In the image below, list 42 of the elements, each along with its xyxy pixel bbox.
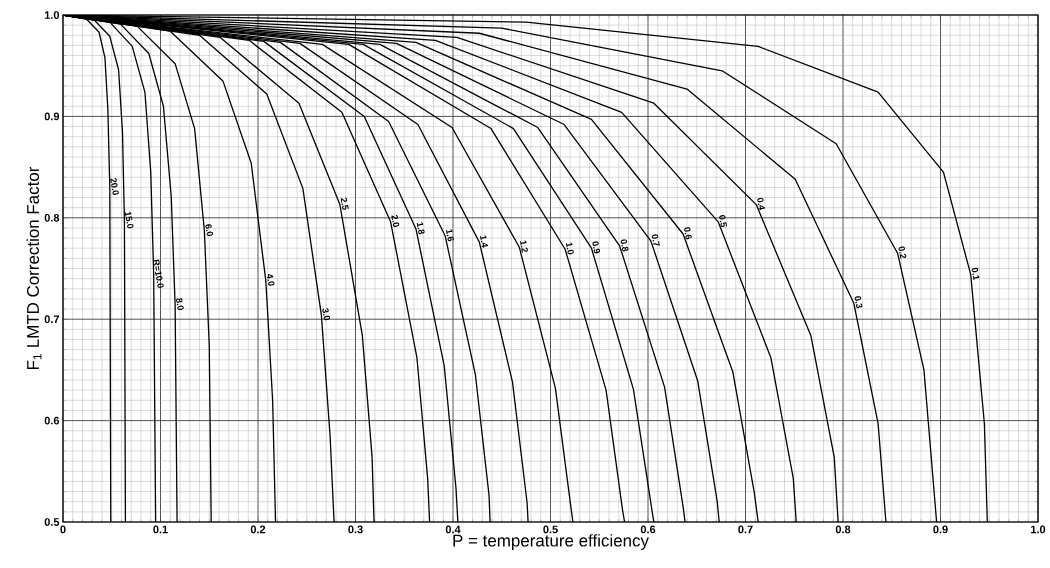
text: 6.0 — [205, 224, 213, 237]
y-tick-label: 0.5 — [44, 518, 60, 526]
text: 1.2 — [519, 240, 528, 253]
x-tick-label: 0.1 — [153, 525, 168, 534]
y-tick-label: 0.8 — [44, 213, 60, 222]
text: 0.9 — [592, 241, 601, 254]
text: 20.0 — [110, 178, 119, 195]
y-tick-label: 0.9 — [44, 112, 60, 121]
x-axis-title: P = temperature efficiency — [453, 534, 649, 550]
x-tick-label: 0.4 — [445, 525, 461, 534]
x-tick-label: 0.3 — [348, 525, 363, 534]
text: 0.2 — [898, 246, 907, 259]
x-tick-label: 0 — [60, 525, 66, 534]
x-tick-label: 0.8 — [835, 525, 851, 534]
x-tick-label: 0.2 — [250, 525, 266, 534]
text: 4.0 — [266, 273, 275, 286]
x-tick-label: 0.9 — [933, 525, 948, 534]
text: 2.5 — [340, 197, 349, 210]
x-tick-label: 0.5 — [543, 525, 558, 534]
text: 1.4 — [480, 235, 489, 248]
text: 0.3 — [854, 296, 863, 309]
text: 0.6 — [684, 227, 692, 240]
text: 1.0 — [565, 242, 574, 255]
text: 2.0 — [391, 214, 400, 227]
y-tick-label: 1.0 — [44, 11, 60, 19]
y-axis-title: F$_{1}$ LMTD Correction Factor — [26, 166, 42, 369]
text: 0.8 — [620, 239, 629, 252]
text: 15.0 — [124, 211, 134, 229]
y-tick-label: 0.6 — [44, 416, 60, 425]
x-tick-label: 0.6 — [640, 525, 656, 534]
text: 0.5 — [719, 215, 728, 228]
x-tick-label: 0.7 — [738, 525, 753, 534]
text: 3.0 — [322, 308, 331, 321]
text: 0.4 — [757, 197, 765, 211]
x-tick-label: 1.0 — [1031, 525, 1046, 534]
text: 8.0 — [176, 298, 184, 311]
text: 0.7 — [651, 234, 660, 246]
text: 1.8 — [416, 222, 425, 235]
y-tick-label: 0.7 — [44, 315, 59, 324]
text: 1.6 — [445, 229, 454, 242]
text: 0.1 — [971, 267, 980, 281]
text: R=10.0 — [153, 259, 164, 288]
